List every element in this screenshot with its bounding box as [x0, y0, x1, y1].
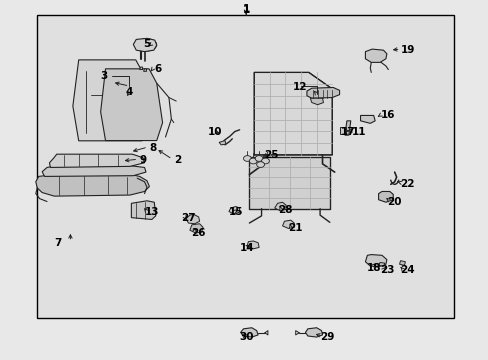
Polygon shape	[36, 175, 149, 196]
Polygon shape	[365, 255, 386, 267]
Text: 6: 6	[154, 64, 161, 74]
Polygon shape	[378, 192, 392, 202]
Polygon shape	[378, 262, 384, 266]
Text: 17: 17	[340, 127, 354, 136]
Text: 22: 22	[400, 179, 414, 189]
Text: 3: 3	[101, 71, 108, 81]
Text: 1: 1	[242, 4, 249, 14]
Circle shape	[255, 156, 263, 161]
Text: 18: 18	[366, 263, 380, 273]
Text: 23: 23	[379, 265, 394, 275]
Polygon shape	[101, 69, 162, 140]
Text: 28: 28	[277, 206, 291, 216]
Polygon shape	[399, 261, 405, 265]
Text: 9: 9	[140, 155, 146, 165]
Text: 12: 12	[293, 82, 307, 92]
Polygon shape	[254, 72, 331, 155]
Polygon shape	[306, 87, 339, 98]
Text: 26: 26	[190, 228, 205, 238]
Text: 2: 2	[173, 155, 181, 165]
Text: 11: 11	[351, 127, 366, 136]
Polygon shape	[339, 127, 345, 134]
Polygon shape	[360, 116, 374, 123]
Text: 16: 16	[380, 111, 395, 121]
Text: 25: 25	[264, 150, 278, 160]
Polygon shape	[189, 224, 203, 233]
Polygon shape	[249, 157, 329, 209]
Text: 19: 19	[400, 45, 414, 55]
Bar	[37, 15, 453, 318]
Text: 14: 14	[239, 243, 254, 253]
Polygon shape	[42, 166, 146, 176]
Circle shape	[243, 156, 251, 161]
Text: 27: 27	[181, 213, 195, 222]
Polygon shape	[305, 328, 322, 337]
Circle shape	[249, 158, 257, 164]
Polygon shape	[73, 60, 147, 141]
Polygon shape	[310, 98, 323, 105]
Text: 4: 4	[125, 87, 132, 97]
Polygon shape	[131, 201, 156, 220]
Circle shape	[256, 162, 264, 167]
Polygon shape	[240, 328, 258, 337]
Text: 10: 10	[207, 127, 222, 136]
Text: 15: 15	[228, 207, 243, 217]
Polygon shape	[228, 207, 239, 214]
Polygon shape	[219, 140, 225, 145]
Circle shape	[261, 158, 269, 164]
Polygon shape	[49, 154, 144, 167]
Polygon shape	[246, 241, 259, 249]
Polygon shape	[282, 220, 294, 228]
Text: 20: 20	[386, 197, 401, 207]
Text: 30: 30	[239, 332, 254, 342]
Text: 21: 21	[288, 224, 302, 233]
Polygon shape	[344, 121, 350, 135]
Polygon shape	[140, 67, 142, 69]
Polygon shape	[133, 39, 157, 51]
Text: 5: 5	[143, 39, 150, 49]
Text: 7: 7	[54, 238, 61, 248]
Text: 13: 13	[144, 207, 159, 217]
Text: 29: 29	[320, 332, 334, 342]
Text: 24: 24	[400, 265, 414, 275]
Polygon shape	[274, 202, 285, 211]
Text: 8: 8	[149, 143, 156, 153]
Text: 1: 1	[242, 5, 249, 15]
Polygon shape	[143, 69, 146, 71]
Polygon shape	[185, 215, 199, 224]
Polygon shape	[365, 49, 386, 62]
